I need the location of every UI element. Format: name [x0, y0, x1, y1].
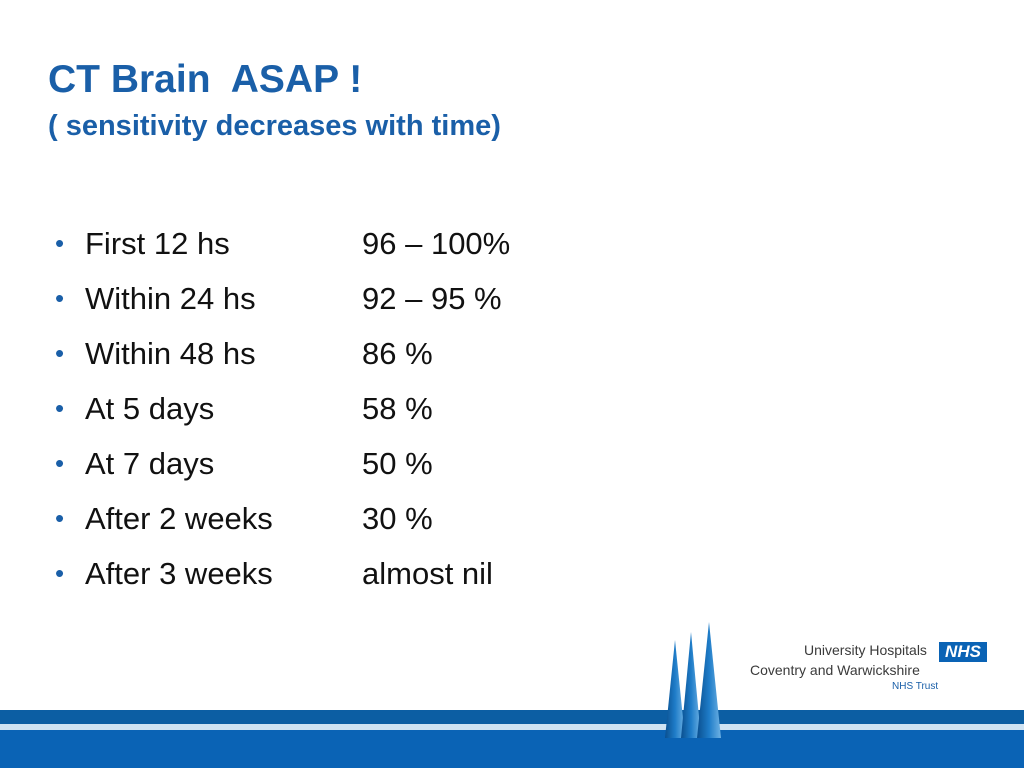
bullet-list: • First 12 hs 96 – 100% • Within 24 hs 9…: [55, 216, 662, 601]
footer-band-light: [0, 724, 1024, 730]
logo-coventry-warwickshire: Coventry and Warwickshire: [750, 662, 920, 678]
time-label: First 12 hs: [85, 225, 230, 261]
list-item: • Within 24 hs 92 – 95 %: [55, 271, 662, 326]
footer-band-dark: [0, 710, 1024, 724]
logo-university-hospitals: University Hospitals: [804, 642, 927, 658]
sensitivity-value: 58 %: [362, 390, 433, 426]
sensitivity-value: 50 %: [362, 445, 433, 481]
list-item: • Within 48 hs 86 %: [55, 326, 662, 381]
cathedral-spires-icon: [665, 622, 721, 738]
list-item: • After 2 weeks 30 %: [55, 491, 662, 546]
bullet-icon: •: [55, 283, 65, 313]
time-label: Within 24 hs: [85, 280, 256, 316]
sensitivity-value: 96 – 100%: [362, 225, 511, 261]
logo-nhs-trust: NHS Trust: [892, 681, 939, 692]
slide-title: CT Brain ASAP !: [48, 58, 363, 101]
time-label: After 2 weeks: [85, 500, 273, 536]
bullet-icon: •: [55, 558, 65, 588]
list-item: • First 12 hs 96 – 100%: [55, 216, 662, 271]
sensitivity-value: 30 %: [362, 500, 433, 536]
bullet-icon: •: [55, 393, 65, 423]
slide-subtitle: ( sensitivity decreases with time): [48, 110, 501, 142]
time-label: At 5 days: [85, 390, 215, 426]
bullet-icon: •: [55, 228, 65, 258]
list-item: • At 5 days 58 %: [55, 381, 662, 436]
time-label: At 7 days: [85, 445, 215, 481]
nhs-badge: NHS: [939, 642, 987, 662]
footer-band: [0, 730, 1024, 768]
time-label: After 3 weeks: [85, 555, 273, 591]
bullet-icon: •: [55, 503, 65, 533]
sensitivity-value: almost nil: [362, 555, 493, 591]
bullet-icon: •: [55, 448, 65, 478]
list-item: • After 3 weeks almost nil: [55, 546, 662, 601]
sensitivity-value: 92 – 95 %: [362, 280, 502, 316]
sensitivity-value: 86 %: [362, 335, 433, 371]
nhs-logo: University Hospitals NHS Coventry and Wa…: [748, 640, 993, 700]
time-label: Within 48 hs: [85, 335, 256, 371]
bullet-icon: •: [55, 338, 65, 368]
list-item: • At 7 days 50 %: [55, 436, 662, 491]
